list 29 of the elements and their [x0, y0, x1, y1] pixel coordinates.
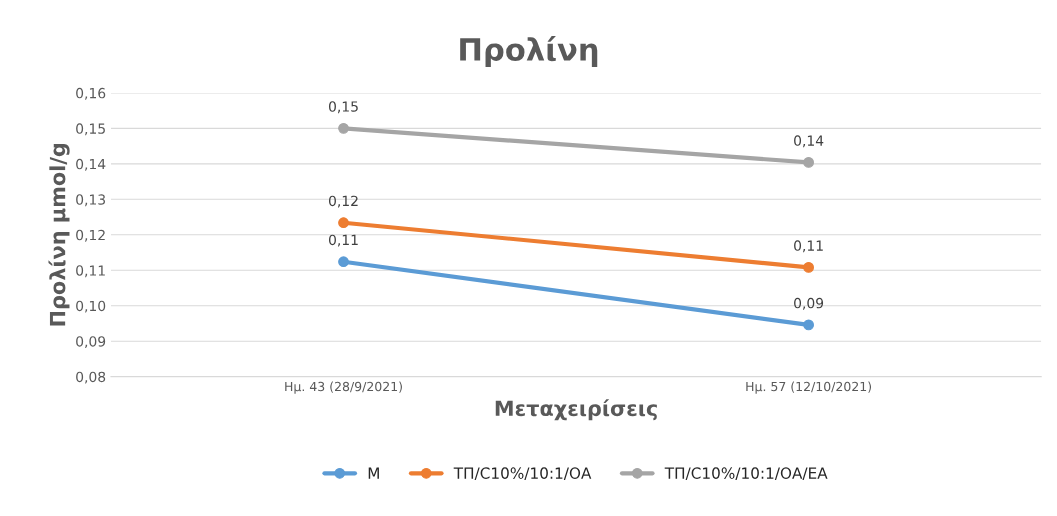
legend-label: ΤΠ/C10%/10:1/ΟΑ	[453, 467, 592, 481]
x-tick-label: Ημ. 57 (12/10/2021)	[746, 381, 872, 394]
point	[803, 157, 814, 168]
y-axis-title: Προλίνη μmol/g	[48, 143, 70, 326]
point	[803, 319, 814, 331]
y-tick-label: 0,14	[76, 158, 106, 171]
y-tick-label: 0,08	[76, 371, 106, 384]
data-label: 0,09	[794, 297, 824, 310]
point	[803, 262, 814, 273]
data-label: 0,14	[794, 135, 824, 148]
data-label: 0,12	[328, 195, 358, 208]
data-label: 0,11	[794, 240, 823, 253]
y-tick-label: 0,13	[76, 194, 106, 207]
x-axis-title: Μεταχειρίσεις	[495, 399, 657, 421]
legend-label: Μ	[368, 467, 379, 479]
y-tick-label: 0,12	[76, 229, 105, 242]
chart-title: Προλίνη	[460, 36, 598, 67]
y-tick-label: 0,10	[76, 300, 106, 313]
y-tick-label: 0,11	[76, 265, 105, 278]
point	[338, 122, 349, 134]
legend-label: ΤΠ/C10%/10:1/ΟΑ/ΕΑ	[664, 467, 828, 481]
data-label: 0,15	[328, 101, 358, 114]
y-tick-label: 0,16	[76, 87, 106, 100]
point	[338, 217, 349, 229]
y-tick-label: 0,09	[76, 336, 106, 349]
y-tick-label: 0,15	[76, 123, 105, 136]
x-tick-label: Ημ. 43 (28/9/2021)	[285, 381, 402, 394]
data-label: 0,11	[328, 234, 358, 247]
point	[338, 256, 349, 268]
